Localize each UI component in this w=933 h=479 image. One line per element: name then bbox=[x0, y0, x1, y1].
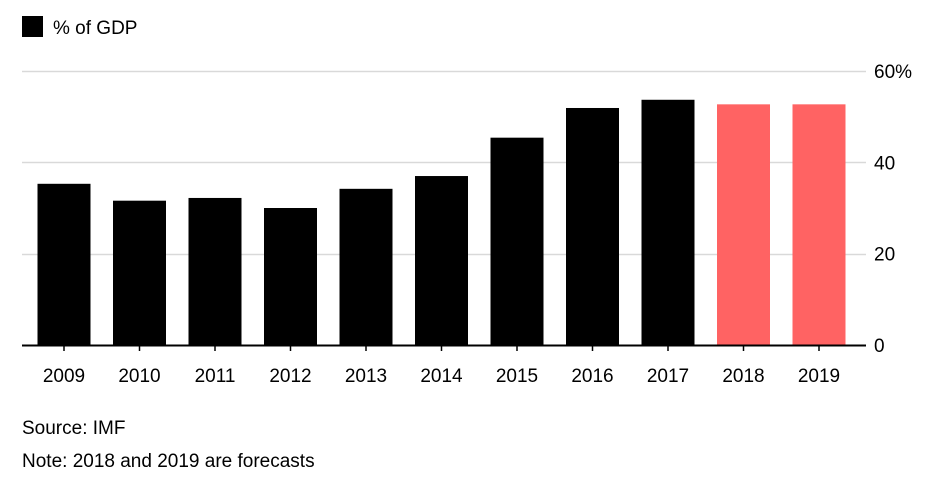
source-note: Source: IMF bbox=[22, 418, 126, 439]
bar-2009 bbox=[37, 183, 91, 345]
x-axis bbox=[22, 344, 866, 351]
forecast-note: Note: 2018 and 2019 are forecasts bbox=[22, 451, 315, 472]
bar-2012 bbox=[264, 208, 317, 345]
bar-2017 bbox=[641, 99, 695, 346]
y-axis: 0 20 40 60% bbox=[874, 62, 912, 357]
x-tick-labels: 2009 2010 2011 2012 2013 2014 2015 2016 2017 2018… bbox=[43, 366, 840, 387]
legend: % of GDP bbox=[22, 16, 137, 39]
bar-2013 bbox=[339, 188, 393, 345]
legend-label: % of GDP bbox=[53, 18, 137, 39]
y-tick-label-40: 40 bbox=[874, 153, 895, 174]
bar-2019 bbox=[792, 104, 846, 345]
bar-2018 bbox=[717, 104, 770, 345]
bar-2016 bbox=[566, 107, 619, 346]
x-tick-label-2019: 2019 bbox=[798, 366, 840, 387]
bar-2010 bbox=[113, 200, 166, 345]
x-tick-label-2018: 2018 bbox=[722, 366, 764, 387]
bar-2014 bbox=[415, 176, 468, 345]
x-tick-label-2012: 2012 bbox=[269, 366, 311, 387]
legend-swatch bbox=[22, 16, 43, 37]
x-tick-label-2010: 2010 bbox=[118, 366, 160, 387]
y-tick-label-20: 20 bbox=[874, 245, 895, 266]
x-tick-label-2011: 2011 bbox=[195, 366, 236, 387]
x-tick-label-2013: 2013 bbox=[345, 366, 387, 387]
bars bbox=[37, 99, 846, 346]
x-tick-label-2016: 2016 bbox=[571, 366, 613, 387]
x-tick-label-2009: 2009 bbox=[43, 366, 85, 387]
bar-2015 bbox=[490, 137, 544, 345]
y-tick-label-0: 0 bbox=[874, 336, 885, 357]
bar-2011 bbox=[188, 197, 242, 345]
y-tick-label-60: 60% bbox=[874, 62, 912, 83]
x-tick-label-2014: 2014 bbox=[420, 366, 463, 387]
x-tick-label-2017: 2017 bbox=[647, 366, 689, 387]
x-tick-label-2015: 2015 bbox=[496, 366, 538, 387]
